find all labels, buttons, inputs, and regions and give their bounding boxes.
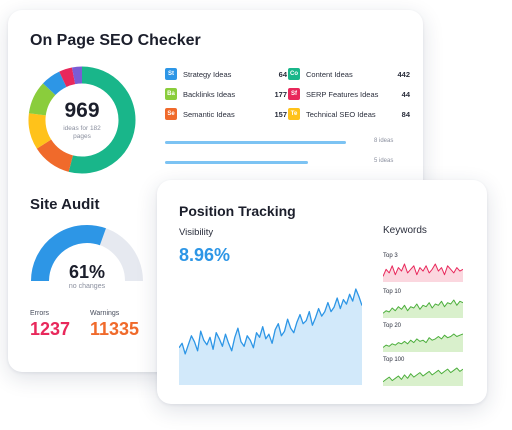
keyword-chart-label: Top 10 xyxy=(383,289,402,295)
idea-count: 44 xyxy=(401,89,410,99)
errors-label: Errors xyxy=(30,310,50,317)
visibility-line xyxy=(179,288,362,355)
ideas-total: 969 xyxy=(64,98,100,122)
idea-label: Semantic Ideas xyxy=(183,109,235,119)
donut-segment xyxy=(59,67,76,88)
errors-count[interactable]: 1237 xyxy=(30,319,71,339)
idea-row-serp-features[interactable]: Sf SERP Features Ideas 44 xyxy=(288,87,410,101)
idea-count: 84 xyxy=(401,109,410,119)
gauge-center: 61% no changes xyxy=(30,262,144,290)
ideas-donut-chart xyxy=(28,66,136,174)
keyword-area xyxy=(383,334,463,352)
site-health-subtitle: no changes xyxy=(68,283,106,290)
keyword-sparkline-top3 xyxy=(383,263,463,282)
warnings-count[interactable]: 11335 xyxy=(90,319,140,339)
site-health-gauge xyxy=(31,225,143,282)
position-tracking-title: Position Tracking xyxy=(179,203,296,219)
idea-count: 64 xyxy=(278,69,287,79)
visibility-area-chart xyxy=(179,288,362,385)
donut-segment xyxy=(28,83,56,116)
keywords-title: Keywords xyxy=(383,225,427,236)
idea-count: 157 xyxy=(274,109,287,119)
keyword-chart-label: Top 100 xyxy=(383,357,405,363)
idea-count: 442 xyxy=(397,69,410,79)
seo-checker-title: On Page SEO Checker xyxy=(30,32,201,49)
visibility-area xyxy=(179,289,362,385)
idea-row-backlinks[interactable]: Ba Backlinks Ideas 177 xyxy=(165,87,287,101)
donut-segment xyxy=(68,66,136,174)
ideas-subtitle: ideas for 182 pages xyxy=(63,124,101,140)
keyword-chart-label: Top 3 xyxy=(383,253,398,259)
idea-row-technical-seo[interactable]: Te Technical SEO Ideas 84 xyxy=(288,107,410,121)
keyword-line xyxy=(383,367,463,383)
keyword-line xyxy=(383,299,463,314)
site-health-value: 61% xyxy=(68,262,106,282)
position-tracking-card: Position Tracking Visibility 8.96% Keywo… xyxy=(157,180,487,404)
serp-features-badge-icon: Sf xyxy=(288,88,300,100)
visibility-value: 8.96% xyxy=(179,245,231,265)
idea-label: SERP Features Ideas xyxy=(306,89,379,99)
technical-seo-badge-icon: Te xyxy=(288,108,300,120)
donut-segment xyxy=(43,71,67,96)
donut-center: 969 ideas for 182 pages xyxy=(28,66,136,174)
idea-count: 177 xyxy=(274,89,287,99)
keyword-chart-label: Top 20 xyxy=(383,323,402,329)
donut-segment xyxy=(71,66,83,85)
donut-segment xyxy=(36,139,74,172)
gauge-fill xyxy=(31,225,106,282)
idea-label: Backlinks Ideas xyxy=(183,89,236,99)
ideas-bar-label: 5 ideas xyxy=(374,158,394,164)
keyword-sparkline-top20 xyxy=(383,333,463,352)
ideas-progress-bar xyxy=(165,141,346,144)
keyword-area xyxy=(383,368,463,386)
keyword-area xyxy=(383,300,463,318)
donut-segment xyxy=(28,113,52,149)
semantic-badge-icon: Se xyxy=(165,108,177,120)
idea-row-semantic[interactable]: Se Semantic Ideas 157 xyxy=(165,107,287,121)
idea-row-strategy[interactable]: St Strategy Ideas 64 xyxy=(165,67,287,81)
visibility-label: Visibility xyxy=(179,227,214,238)
keyword-sparkline-top100 xyxy=(383,367,463,386)
keyword-sparkline-top10 xyxy=(383,299,463,318)
ideas-bar-label: 8 ideas xyxy=(374,138,394,144)
idea-row-content[interactable]: Co Content Ideas 442 xyxy=(288,67,410,81)
idea-label: Content Ideas xyxy=(306,69,353,79)
strategy-badge-icon: St xyxy=(165,68,177,80)
site-audit-title: Site Audit xyxy=(30,196,100,213)
backlinks-badge-icon: Ba xyxy=(165,88,177,100)
keyword-line xyxy=(383,333,463,348)
warnings-label: Warnings xyxy=(90,310,120,317)
keyword-line xyxy=(383,263,463,277)
content-badge-icon: Co xyxy=(288,68,300,80)
idea-label: Technical SEO Ideas xyxy=(306,109,376,119)
idea-label: Strategy Ideas xyxy=(183,69,232,79)
ideas-progress-bar xyxy=(165,161,308,164)
